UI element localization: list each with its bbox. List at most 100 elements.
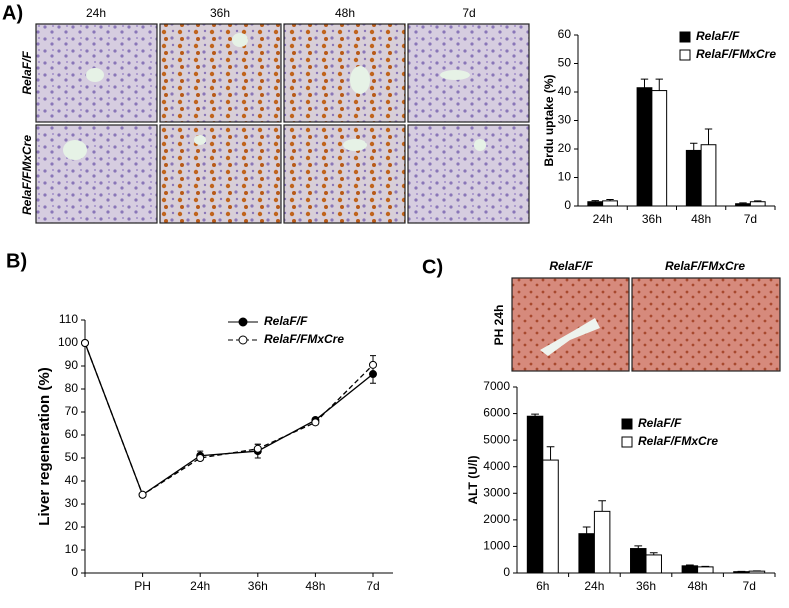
column-label: 24h — [86, 6, 106, 20]
error-bar — [655, 78, 663, 91]
x-tick-label: 36h — [248, 579, 268, 593]
micrograph — [35, 124, 158, 224]
legend-marker — [238, 317, 248, 327]
bar — [645, 554, 662, 574]
bar — [735, 203, 751, 207]
x-tick-label: 24h — [190, 579, 210, 593]
bar — [685, 149, 702, 207]
bar — [578, 533, 595, 574]
micrograph — [283, 124, 406, 224]
y-tick-label: 10 — [65, 542, 79, 556]
legend-label: RelaF/F — [696, 29, 740, 43]
error-bar — [582, 526, 591, 534]
micrograph — [631, 277, 781, 372]
bar — [651, 90, 668, 207]
bar — [587, 201, 604, 207]
error-bar — [690, 142, 698, 151]
bar — [593, 510, 611, 574]
y-tick-label: 7000 — [483, 379, 510, 393]
bar — [526, 415, 544, 574]
x-tick-label: 7d — [743, 579, 756, 593]
bar — [700, 144, 717, 207]
column-label: RelaF/FMxCre — [665, 259, 745, 273]
x-tick-label: PH — [134, 579, 151, 593]
error-bar — [598, 500, 607, 512]
y-tick-label: 80 — [65, 381, 79, 395]
x-tick-label: 48h — [688, 579, 708, 593]
x-tick-label: 7d — [744, 212, 757, 226]
legend-label: RelaF/FMxCre — [638, 434, 718, 448]
legend-label: RelaF/FMxCre — [264, 332, 344, 346]
legend-label: RelaF/F — [264, 314, 308, 328]
y-tick-label: 0 — [71, 565, 78, 579]
panel-label: B) — [6, 250, 27, 272]
x-tick-label: 24h — [593, 212, 613, 226]
legend-marker — [238, 335, 248, 345]
y-tick-label: 60 — [65, 427, 79, 441]
bar — [681, 565, 699, 574]
y-tick-label: 30 — [558, 113, 572, 127]
bar — [733, 571, 750, 574]
row-label: RelaF/FMxCre — [20, 135, 34, 215]
y-tick-label: 20 — [558, 141, 572, 155]
error-bar — [640, 78, 649, 88]
y-tick-label: 1000 — [483, 539, 510, 553]
x-tick-label: 7d — [366, 579, 379, 593]
y-tick-label: 110 — [59, 312, 78, 326]
micrograph — [407, 124, 530, 224]
vessel — [540, 318, 600, 356]
y-tick-label: 0 — [503, 565, 510, 579]
column-label: 36h — [210, 6, 230, 20]
micrograph-grid — [511, 277, 781, 372]
error-bar — [704, 128, 713, 145]
line — [84, 342, 374, 496]
error-bar — [370, 355, 376, 375]
x-tick-label: 6h — [536, 579, 549, 593]
micrograph — [511, 277, 630, 372]
marker — [196, 454, 205, 462]
bar — [542, 459, 559, 574]
y-tick-label: 20 — [65, 519, 79, 533]
y-tick-label: 0 — [564, 198, 571, 212]
y-tick-label: 70 — [65, 404, 79, 418]
panel-label: C) — [422, 256, 443, 278]
y-axis-label: Liver regeneration (%) — [36, 367, 53, 525]
micrograph — [283, 23, 406, 123]
panel-label: A) — [2, 2, 23, 24]
y-tick-label: 50 — [558, 56, 572, 70]
y-tick-label: 3000 — [483, 485, 510, 499]
bar — [602, 200, 618, 207]
y-axis-label: Brdu uptake (%) — [542, 74, 556, 166]
x-tick-label: 24h — [584, 579, 604, 593]
column-label: 48h — [335, 6, 355, 20]
legend-label: RelaF/FMxCre — [696, 47, 776, 61]
y-tick-label: 40 — [65, 473, 79, 487]
line — [84, 342, 374, 496]
legend-swatch — [679, 31, 691, 43]
x-tick-label: 36h — [636, 579, 656, 593]
micrograph-grid — [35, 23, 530, 224]
micrograph — [159, 23, 282, 123]
y-tick-label: 6000 — [483, 406, 510, 420]
y-tick-label: 60 — [558, 27, 572, 41]
y-tick-label: 5000 — [483, 432, 510, 446]
column-label: RelaF/F — [549, 259, 593, 273]
bar — [636, 87, 653, 207]
legend-swatch — [679, 49, 691, 61]
bar — [749, 201, 766, 207]
bar — [697, 566, 714, 574]
y-tick-label: 40 — [558, 84, 572, 98]
y-tick-label: 50 — [65, 450, 79, 464]
marker — [253, 444, 262, 453]
x-tick-label: 48h — [305, 579, 325, 593]
vessels — [63, 33, 486, 160]
marker — [369, 360, 377, 369]
legend-swatch — [621, 418, 633, 430]
legend-swatch — [621, 436, 633, 448]
marker — [311, 418, 320, 427]
y-tick-label: 30 — [65, 496, 79, 510]
marker — [81, 339, 89, 347]
micrograph — [159, 124, 282, 224]
y-tick-label: 10 — [558, 170, 572, 184]
error-bar — [546, 446, 555, 461]
